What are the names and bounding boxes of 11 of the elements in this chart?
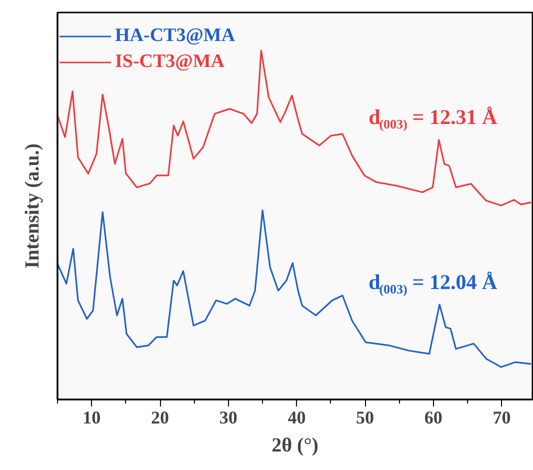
legend-label: HA-CT3@MA <box>115 25 236 47</box>
y-axis-title: Intensity (a.u.) <box>22 143 44 269</box>
x-tick-label: 70 <box>492 408 511 428</box>
x-tick-label: 50 <box>356 408 374 428</box>
x-tick-label: 60 <box>424 408 442 428</box>
x-tick-label: 10 <box>82 408 101 428</box>
x-axis-title: 2θ (°) <box>272 434 318 456</box>
x-tick-label: 20 <box>151 408 170 428</box>
legend-label: IS-CT3@MA <box>115 51 225 73</box>
x-tick-label: 30 <box>219 408 238 428</box>
x-tick-label: 40 <box>288 408 306 428</box>
